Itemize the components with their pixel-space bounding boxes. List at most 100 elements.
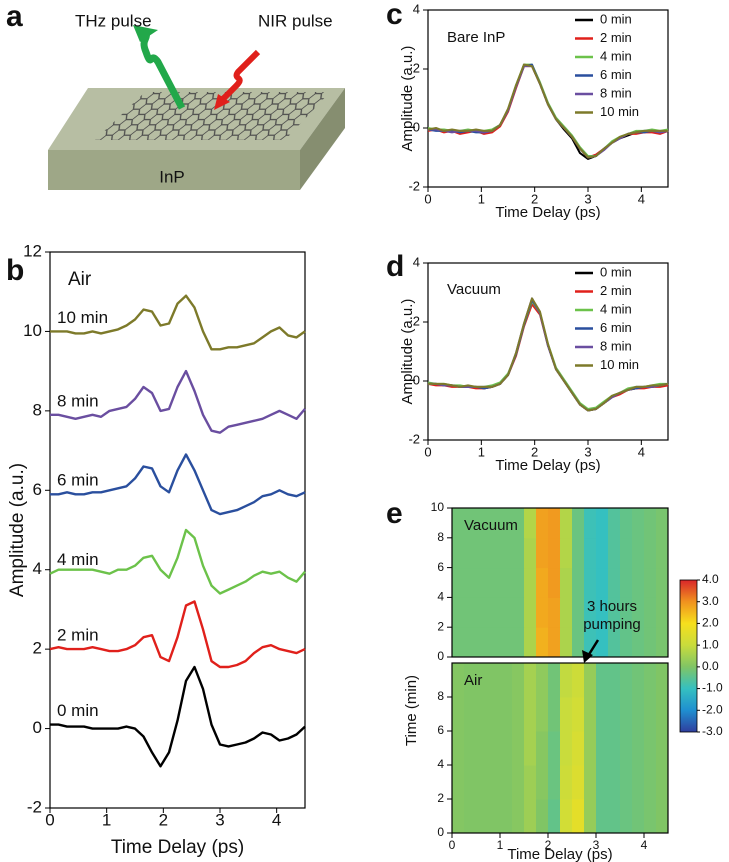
heatmap-cell — [536, 537, 549, 569]
heatmap-cell — [608, 567, 621, 598]
heatmap-cell — [536, 597, 549, 628]
annotation: Bare InP — [447, 29, 505, 46]
heatmap-cell — [644, 627, 657, 658]
x-tick-label: 0 — [45, 810, 54, 829]
colorbar-tick-label: 0.0 — [702, 659, 719, 673]
y-axis-label: Amplitude (a.u.) — [7, 463, 28, 597]
legend-label: 0 min — [600, 264, 632, 279]
colorbar — [679, 579, 698, 733]
heatmap-cell — [620, 765, 633, 800]
heatmap-cell — [596, 627, 609, 658]
series-line — [427, 63, 668, 159]
nir-arrowhead — [214, 94, 230, 110]
y-tick-label: 0 — [413, 119, 420, 134]
heatmap-cell — [584, 765, 597, 800]
heatmap-cell — [536, 799, 549, 834]
x-tick-label: 1 — [478, 444, 485, 459]
heatmap-cell — [656, 799, 669, 834]
heatmap-cell — [644, 597, 657, 628]
annotation: Air — [68, 269, 92, 290]
panel-label: e — [386, 497, 403, 530]
heatmap-cell — [476, 627, 489, 658]
heatmap-cell — [464, 731, 477, 766]
heatmap-cell — [548, 537, 561, 569]
legend-label: 0 min — [600, 11, 632, 26]
heatmap-cell — [536, 567, 549, 598]
heatmap-cell — [464, 799, 477, 834]
schematic: a THz pulse NIR pulse InP — [6, 0, 345, 190]
heatmap-cell — [512, 697, 525, 732]
axes: 0 2 4 6 8 0 1 2 3 4 — [437, 662, 669, 852]
heatmap-cell — [608, 799, 621, 834]
heatmap-cell — [644, 697, 657, 732]
y-tick-label: 12 — [23, 241, 42, 260]
y-axis-label: Time (min) — [403, 675, 420, 746]
heatmap-cell — [632, 567, 645, 598]
heatmap-cell — [584, 567, 597, 598]
heatmap-cell — [500, 597, 513, 628]
heatmap-cell — [488, 799, 501, 834]
legend-label: 6 min — [600, 67, 632, 82]
heatmap-cell — [596, 765, 609, 800]
nir-pulse — [219, 49, 261, 103]
legend-label: 2 min — [600, 283, 632, 298]
heatmap-cell — [632, 597, 645, 628]
heatmap-cell — [464, 765, 477, 800]
heatmap-cell — [596, 597, 609, 628]
heatmap-cell — [608, 597, 621, 628]
heatmap-cell — [476, 765, 489, 800]
heatmap-cell — [632, 765, 645, 800]
heatmap-cell — [656, 597, 669, 628]
heatmap-cell — [524, 567, 537, 598]
panel-label: b — [6, 254, 24, 287]
heatmap-cell — [476, 567, 489, 598]
plot-frame — [451, 507, 669, 658]
heatmap-cell — [464, 663, 477, 698]
arrow-label: pumping — [583, 616, 641, 633]
heatmap-cell — [584, 597, 597, 628]
heatmap-cell — [644, 731, 657, 766]
heatmap-cell — [452, 567, 465, 598]
legend-label: 10 min — [600, 104, 639, 119]
y-tick-label: 10 — [431, 500, 445, 514]
heatmap-cell — [512, 508, 525, 539]
heatmap-cell — [488, 627, 501, 658]
heatmap-cell — [560, 537, 573, 569]
heatmap-cell — [500, 799, 513, 834]
axes: 0 2 4 6 8 10 — [431, 500, 669, 663]
series-line — [50, 453, 306, 516]
series-label: 0 min — [57, 701, 99, 720]
series-label: 6 min — [57, 471, 99, 490]
x-axis-label: Time Delay (ps) — [507, 846, 612, 862]
y-tick-label: 4 — [413, 1, 420, 16]
x-tick-label: 1 — [478, 191, 485, 206]
heatmap-cell — [572, 731, 585, 766]
heatmap-cell — [656, 663, 669, 698]
x-axis-label: Time Delay (ps) — [111, 837, 244, 858]
heatmap-cell — [656, 731, 669, 766]
heatmap-cell — [500, 731, 513, 766]
heatmap-cell — [656, 537, 669, 569]
heatmap-cell — [452, 537, 465, 569]
heatmap-cell — [608, 731, 621, 766]
heatmap-cell — [608, 697, 621, 732]
x-tick-label: 0 — [424, 444, 431, 459]
legend-label: 10 min — [600, 357, 639, 372]
nir-label: NIR pulse — [258, 11, 333, 30]
thz-arrowhead — [133, 25, 158, 42]
heatmap-cell — [536, 765, 549, 800]
heatmap-cell — [584, 799, 597, 834]
y-tick-label: 6 — [437, 560, 444, 574]
panel-label: c — [386, 0, 403, 31]
heatmap-cell — [596, 567, 609, 598]
heatmap-cell — [596, 731, 609, 766]
heatmap-cell — [560, 697, 573, 732]
y-tick-label: -2 — [27, 797, 42, 816]
heatmap-cell — [488, 731, 501, 766]
heatmap-cell — [548, 731, 561, 766]
heatmap-cell — [524, 627, 537, 658]
heatmap-cell — [560, 597, 573, 628]
heatmap-cell — [584, 537, 597, 569]
legend-label: 2 min — [600, 30, 632, 45]
